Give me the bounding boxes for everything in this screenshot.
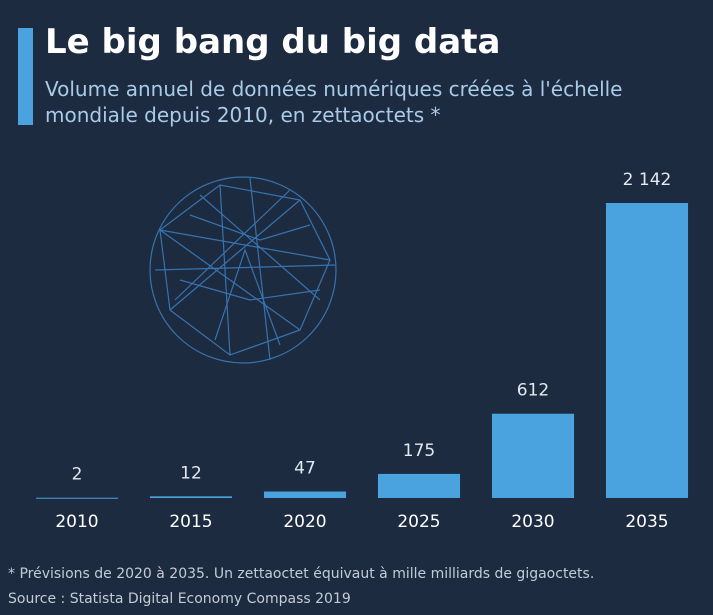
x-tick-label: 2025 <box>397 512 440 532</box>
bar <box>35 497 119 499</box>
footnote: * Prévisions de 2020 à 2035. Un zettaoct… <box>8 566 595 582</box>
value-label: 12 <box>180 463 202 483</box>
chart-title: Le big bang du big data <box>45 22 501 62</box>
value-label: 2 142 <box>623 170 672 190</box>
bar <box>149 496 233 498</box>
x-tick-label: 2030 <box>511 512 554 532</box>
value-label: 47 <box>294 459 316 479</box>
x-tick-label: 2015 <box>169 512 212 532</box>
value-label: 2 <box>72 465 83 485</box>
bar <box>377 473 461 498</box>
bar <box>263 491 347 498</box>
globe <box>149 176 337 364</box>
x-tick-label: 2020 <box>283 512 326 532</box>
x-tick-label: 2035 <box>625 512 668 532</box>
value-label: 175 <box>403 441 435 461</box>
value-label: 612 <box>517 381 549 401</box>
source: Source : Statista Digital Economy Compas… <box>8 591 351 607</box>
x-tick-label: 2010 <box>55 512 98 532</box>
bar <box>491 413 575 498</box>
chart-subtitle: Volume annuel de données numériques créé… <box>45 77 623 127</box>
bar <box>605 203 689 498</box>
accent-bar <box>18 28 33 125</box>
plot: 2 2010 12 2015 47 2020 175 2025 612 2030 2 142 2035 <box>35 170 689 532</box>
